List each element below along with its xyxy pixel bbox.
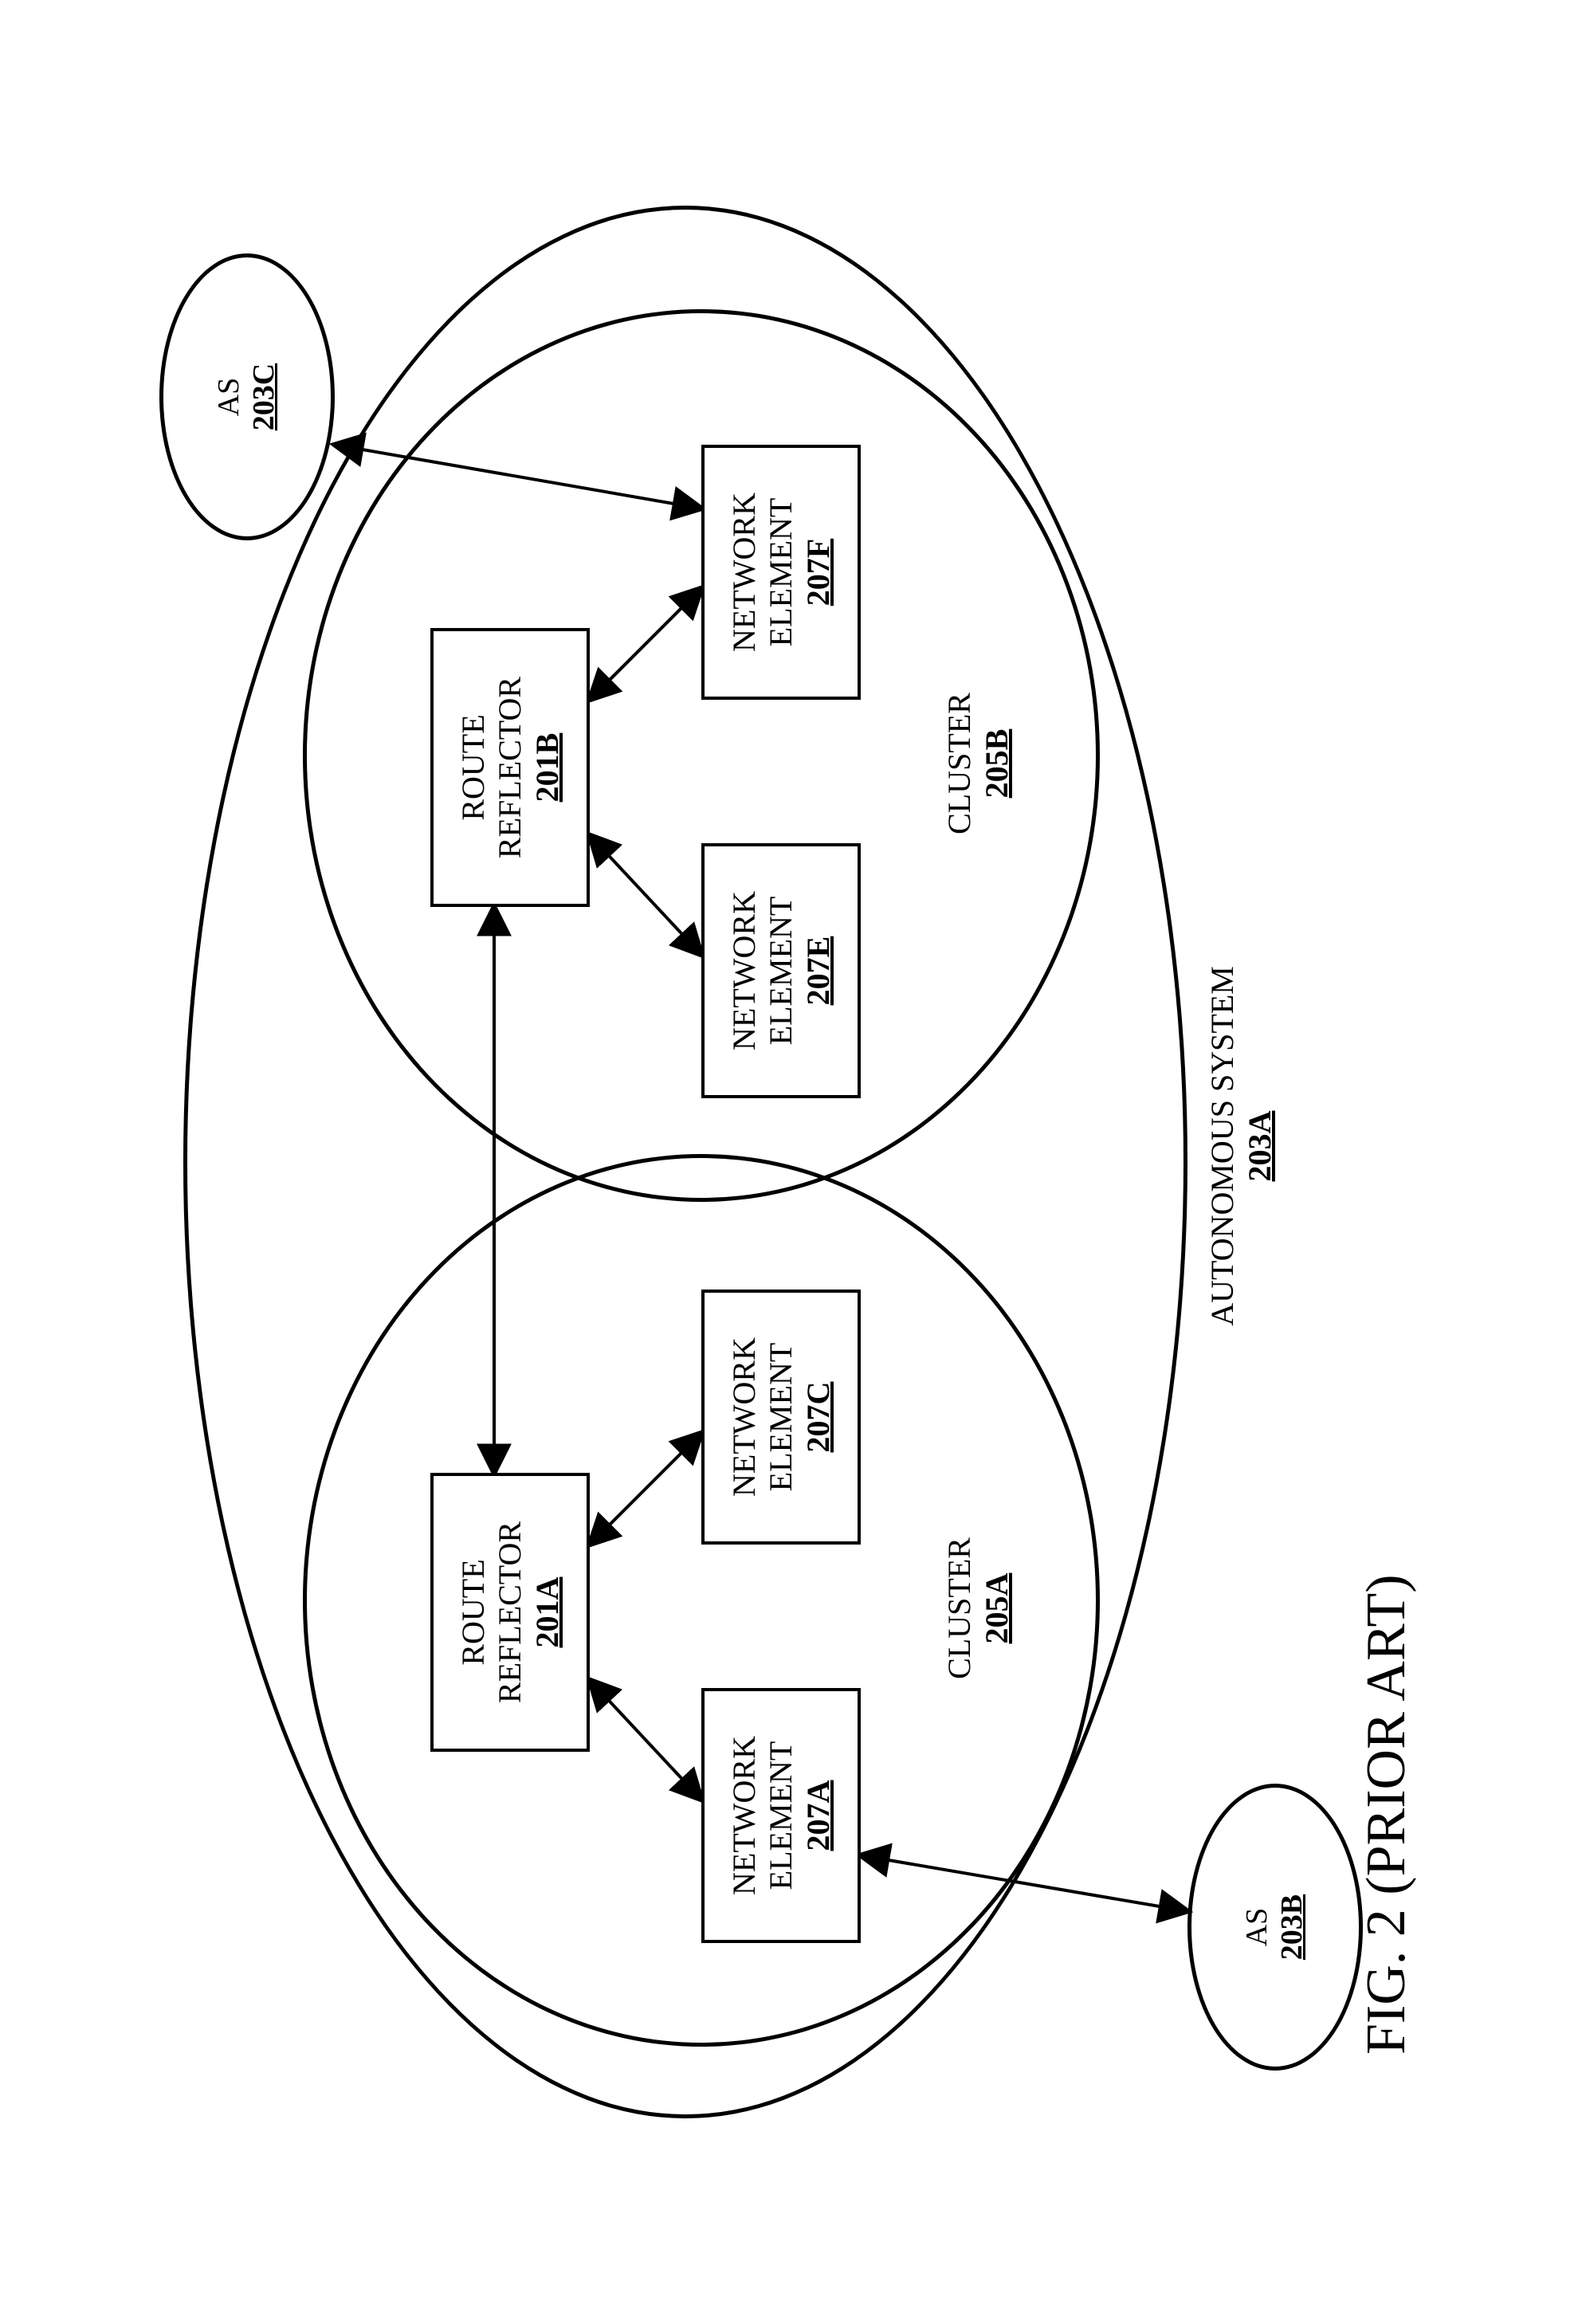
rr-201a-ref: 201A xyxy=(528,1577,566,1648)
as-203b-ellipse: AS 203B xyxy=(1187,1784,1363,2071)
ne-207e-line2: ELEMENT xyxy=(763,897,799,1046)
ne-207e-line1: NETWORK xyxy=(726,891,763,1050)
cluster-b-ref: 205B xyxy=(978,668,1015,859)
route-reflector-201b-box: ROUTE REFLECTOR 201B xyxy=(430,628,590,907)
ne-207f-line1: NETWORK xyxy=(726,493,763,652)
autonomous-system-label-block: AUTONOMOUS SYSTEM 203A xyxy=(1203,923,1278,1369)
ne-207c-line2: ELEMENT xyxy=(763,1343,799,1492)
ne-207a-ref: 207A xyxy=(799,1780,837,1851)
ne-207e-ref: 207E xyxy=(799,936,837,1006)
ne-207f-ref: 207F xyxy=(799,539,837,606)
ne-207a-line1: NETWORK xyxy=(726,1736,763,1895)
rr-201a-line1: ROUTE xyxy=(455,1559,492,1665)
ne-207c-ref: 207C xyxy=(799,1382,837,1453)
as-203b-label: AS xyxy=(1241,1908,1274,1947)
route-reflector-201a-box: ROUTE REFLECTOR 201A xyxy=(430,1473,590,1752)
cluster-b-label: CLUSTER xyxy=(940,668,978,859)
figure-caption: FIG. 2 (PRIOR ART) xyxy=(1355,1574,1419,2055)
cluster-a-label-block: CLUSTER 205A xyxy=(940,1513,1015,1704)
rr-201a-line2: REFLECTOR xyxy=(492,1521,528,1703)
ne-207a-line2: ELEMENT xyxy=(763,1741,799,1890)
as-203c-ellipse: AS 203C xyxy=(159,253,335,540)
as-203c-ref: 203C xyxy=(246,363,281,430)
as-203b-ref: 203B xyxy=(1274,1894,1309,1960)
cluster-a-label: CLUSTER xyxy=(940,1513,978,1704)
autonomous-system-label: AUTONOMOUS SYSTEM xyxy=(1203,923,1241,1369)
network-element-207c-box: NETWORK ELEMENT 207C xyxy=(701,1290,861,1545)
ne-207f-line2: ELEMENT xyxy=(763,498,799,647)
network-element-207a-box: NETWORK ELEMENT 207A xyxy=(701,1688,861,1943)
rr-201b-ref: 201B xyxy=(528,733,566,803)
cluster-a-ref: 205A xyxy=(978,1513,1015,1704)
cluster-b-label-block: CLUSTER 205B xyxy=(940,668,1015,859)
rr-201b-line1: ROUTE xyxy=(455,714,492,820)
rr-201b-line2: REFLECTOR xyxy=(492,677,528,858)
network-element-207f-box: NETWORK ELEMENT 207F xyxy=(701,445,861,700)
as-203c-label: AS xyxy=(213,378,246,417)
network-element-207e-box: NETWORK ELEMENT 207E xyxy=(701,843,861,1098)
diagram-canvas: AS 203B AS 203C ROUTE REFLECTOR 201A xyxy=(112,126,1466,2198)
autonomous-system-ref: 203A xyxy=(1241,923,1278,1369)
ne-207c-line1: NETWORK xyxy=(726,1337,763,1497)
